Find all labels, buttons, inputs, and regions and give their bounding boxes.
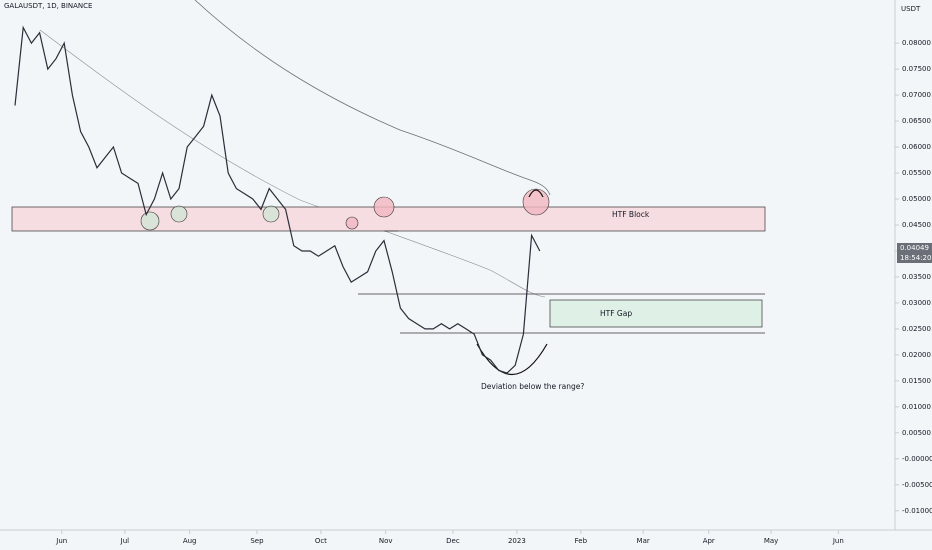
y-tick-label: 0.08000 xyxy=(902,39,931,47)
touch-circle xyxy=(262,205,280,223)
x-tick-label: Jul xyxy=(120,537,130,545)
y-tick-label: 0.07500 xyxy=(902,65,931,73)
x-tick-label: Apr xyxy=(703,537,715,545)
y-tick-label: -0.00500 xyxy=(902,481,932,489)
y-tick-label: 0.05500 xyxy=(902,169,931,177)
x-tick-label: Jun xyxy=(55,537,67,545)
y-tick-label: 0.07000 xyxy=(902,91,931,99)
touch-circle xyxy=(522,188,550,216)
x-tick-label: Dec xyxy=(446,537,460,545)
htf-gap-zone xyxy=(549,299,763,328)
touch-circle xyxy=(140,211,160,231)
touch-circle xyxy=(373,196,395,218)
x-tick-label: Aug xyxy=(183,537,197,545)
y-tick-label: 0.05000 xyxy=(902,195,931,203)
y-axis-label: USDT xyxy=(901,5,921,13)
arc xyxy=(476,343,548,375)
y-tick-label: -0.01000 xyxy=(902,507,932,515)
y-tick-label: 0.06000 xyxy=(902,143,931,151)
y-tick-label: 0.02500 xyxy=(902,325,931,333)
y-tick-label: 0.02000 xyxy=(902,351,931,359)
price-line xyxy=(14,25,541,374)
x-tick-label: Oct xyxy=(315,537,327,545)
touch-circle xyxy=(345,216,359,230)
last-price: 0.04049 xyxy=(900,244,929,252)
y-tick-label: -0.00000 xyxy=(902,455,932,463)
arc xyxy=(528,189,544,198)
x-tick-label: Nov xyxy=(379,537,393,545)
y-tick-label: 0.06500 xyxy=(902,117,931,125)
touch-circle xyxy=(170,205,188,223)
last-price-background xyxy=(897,243,932,263)
chart-title: GALAUSDT, 1D, BINANCE xyxy=(4,2,92,10)
x-tick-label: 2023 xyxy=(508,537,526,545)
moving-average xyxy=(194,0,551,196)
x-tick-label: Mar xyxy=(637,537,650,545)
x-tick-label: Sep xyxy=(250,537,264,545)
x-tick-label: Feb xyxy=(575,537,588,545)
last-price-box: 0.04049 18:54:20 xyxy=(897,243,932,263)
y-tick-label: 0.04500 xyxy=(902,221,931,229)
x-tick-label: Jun xyxy=(832,537,844,545)
y-tick-label: 0.03000 xyxy=(902,299,931,307)
annotation: HTF Gap xyxy=(600,309,632,318)
countdown: 18:54:20 xyxy=(900,254,931,262)
annotation: Deviation below the range? xyxy=(481,382,584,391)
annotation: HTF Block xyxy=(612,210,650,219)
y-tick-label: 0.01000 xyxy=(902,403,931,411)
x-tick-label: May xyxy=(764,537,778,545)
y-tick-label: 0.01500 xyxy=(902,377,931,385)
y-tick-label: 0.00500 xyxy=(902,429,931,437)
y-tick-label: 0.03500 xyxy=(902,273,931,281)
